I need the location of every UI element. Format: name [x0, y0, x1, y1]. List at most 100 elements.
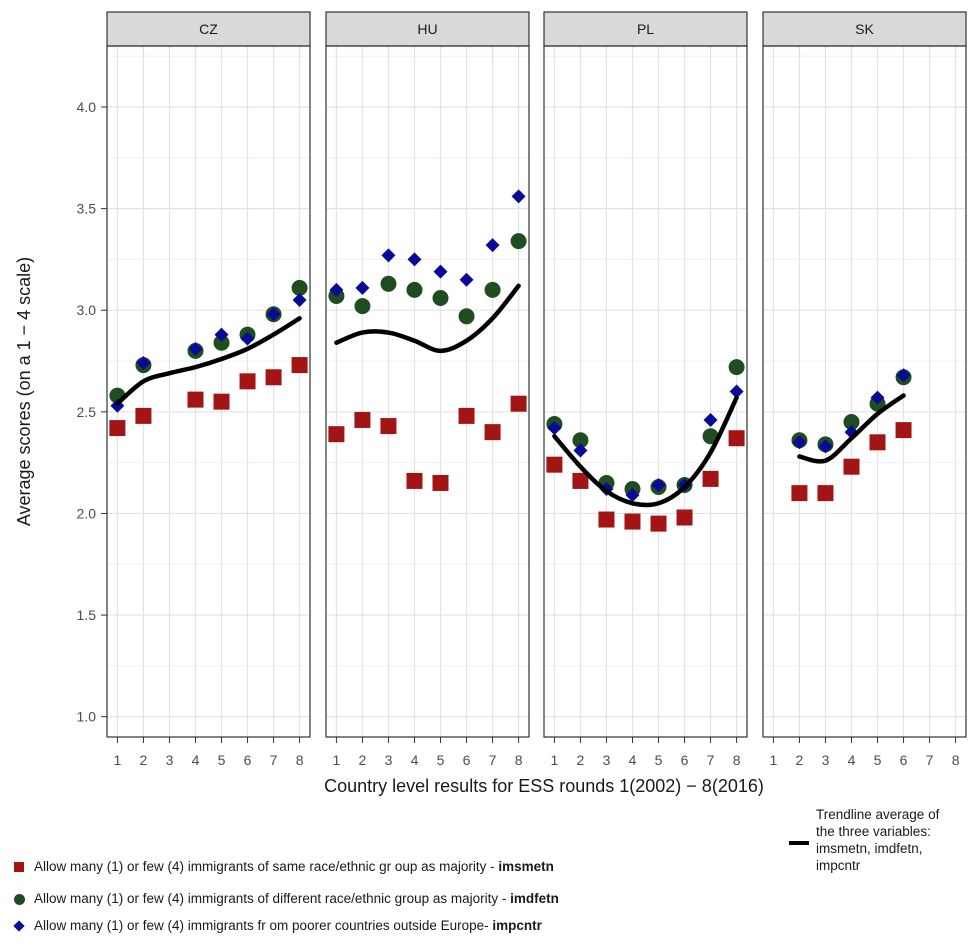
x-tick-label: 6	[244, 752, 252, 768]
point-imsmetn	[624, 513, 641, 530]
point-imsmetn	[239, 373, 256, 390]
x-tick-label: 5	[218, 752, 226, 768]
x-tick-label: 2	[796, 752, 804, 768]
point-impcntr	[573, 443, 588, 458]
point-imdfetn	[406, 281, 423, 298]
legend-imdfetn-code: imdfetn	[510, 891, 559, 906]
facet-label-pl: PL	[637, 21, 654, 37]
point-imsmetn	[380, 418, 397, 435]
x-tick-label: 4	[629, 752, 637, 768]
facet-label-sk: SK	[855, 21, 874, 37]
trend-label-line-3: imsmetn, imdfetn,	[816, 841, 923, 856]
trend-label-line-1: Trendline average of	[816, 807, 940, 822]
legend-impcntr-text: Allow many (1) or few (4) immigrants fr …	[34, 918, 493, 933]
point-impcntr	[485, 238, 500, 253]
x-tick-label: 5	[874, 752, 882, 768]
point-imsmetn	[869, 434, 886, 451]
legend-item-imdfetn: Allow many (1) or few (4) immigrants of …	[34, 891, 559, 906]
facet-strip-sk	[762, 11, 967, 47]
legend-imdfetn-text: Allow many (1) or few (4) immigrants of …	[34, 891, 511, 906]
point-impcntr	[703, 412, 718, 427]
point-imsmetn	[291, 357, 308, 374]
point-impcntr	[188, 341, 203, 356]
point-impcntr	[292, 293, 307, 308]
point-imdfetn	[432, 290, 449, 307]
x-tick-label: 3	[603, 752, 611, 768]
point-imsmetn	[109, 420, 126, 437]
x-tick-label: 1	[551, 752, 559, 768]
point-imsmetn	[328, 426, 345, 443]
point-imdfetn	[458, 308, 475, 325]
legend-impcntr-code: impcntr	[492, 918, 542, 933]
x-tick-label: 7	[926, 752, 934, 768]
y-tick-label: 4.0	[77, 99, 97, 115]
x-tick-label: 5	[437, 752, 445, 768]
x-tick-label: 8	[296, 752, 304, 768]
point-impcntr	[818, 439, 833, 454]
point-imdfetn	[354, 298, 371, 315]
legend-diamond-swatch	[13, 920, 25, 932]
point-imdfetn	[484, 281, 501, 298]
y-tick-label: 1.0	[77, 709, 97, 725]
point-imsmetn	[354, 411, 371, 428]
point-imsmetn	[650, 515, 667, 532]
point-imsmetn	[213, 393, 230, 410]
x-tick-label: 2	[577, 752, 585, 768]
x-tick-label: 3	[822, 752, 830, 768]
x-tick-label: 6	[463, 752, 471, 768]
trendline-cz	[115, 316, 302, 406]
point-imdfetn	[728, 359, 745, 376]
x-tick-label: 2	[140, 752, 148, 768]
point-impcntr	[792, 435, 807, 450]
x-tick-label: 1	[114, 752, 122, 768]
point-imdfetn	[380, 275, 397, 292]
point-impcntr	[329, 282, 344, 297]
point-imsmetn	[432, 474, 449, 491]
legend-imsmetn-code: imsmetn	[498, 859, 554, 874]
point-imsmetn	[676, 509, 693, 526]
y-tick-label: 3.5	[77, 201, 97, 217]
point-imsmetn	[598, 511, 615, 528]
panel-border-cz	[106, 45, 311, 738]
point-impcntr	[381, 248, 396, 263]
trend-label-line-2: the three variables:	[816, 824, 931, 839]
trendline-sk	[797, 393, 906, 464]
point-impcntr	[729, 384, 744, 399]
legend-circle-swatch	[14, 894, 25, 905]
point-imdfetn	[572, 432, 589, 449]
x-tick-label: 7	[489, 752, 497, 768]
facet-strip-pl	[543, 11, 748, 47]
x-tick-label: 4	[411, 752, 419, 768]
x-tick-label: 8	[733, 752, 741, 768]
legend-imsmetn-text: Allow many (1) or few (4) immigrants of …	[34, 859, 499, 874]
trendline-hu	[334, 283, 521, 354]
y-tick-label: 2.5	[77, 404, 97, 420]
facet-label-hu: HU	[417, 21, 437, 37]
x-tick-label: 1	[333, 752, 341, 768]
facet-label-cz: CZ	[199, 21, 218, 37]
trend-label-line-4: impcntr	[816, 858, 861, 873]
point-imsmetn	[187, 391, 204, 408]
point-imsmetn	[265, 369, 282, 386]
point-impcntr	[214, 327, 229, 342]
y-tick-label: 2.0	[77, 505, 97, 521]
point-imsmetn	[791, 485, 808, 502]
x-axis-title: Country level results for ESS rounds 1(2…	[324, 776, 764, 796]
point-imdfetn	[291, 279, 308, 296]
point-imsmetn	[135, 407, 152, 424]
x-tick-label: 8	[515, 752, 523, 768]
point-imsmetn	[510, 395, 527, 412]
x-tick-label: 8	[952, 752, 960, 768]
x-tick-label: 4	[848, 752, 856, 768]
point-impcntr	[407, 252, 422, 267]
point-imdfetn	[843, 413, 860, 430]
point-imsmetn	[702, 470, 719, 487]
point-imsmetn	[728, 430, 745, 447]
x-tick-label: 6	[900, 752, 908, 768]
point-imsmetn	[895, 422, 912, 439]
point-imdfetn	[510, 233, 527, 250]
point-imsmetn	[546, 456, 563, 473]
panel-border-hu	[325, 45, 530, 738]
legend-item-imsmetn: Allow many (1) or few (4) immigrants of …	[34, 859, 554, 874]
point-impcntr	[651, 477, 666, 492]
